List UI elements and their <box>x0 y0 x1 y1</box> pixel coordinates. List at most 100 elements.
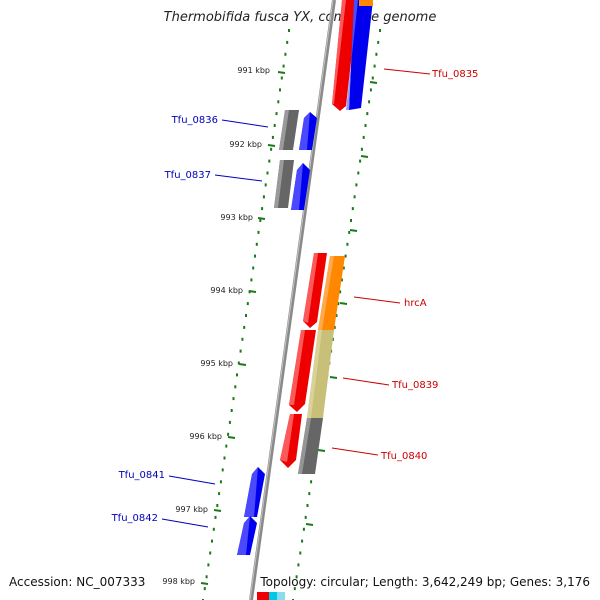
kbp-tick: 994 kbp <box>210 286 257 295</box>
tick-label-997: 997 kbp <box>175 505 208 514</box>
boundary-dot <box>214 515 217 519</box>
boundary-dot <box>304 515 307 519</box>
boundary-dot <box>339 290 342 294</box>
kbp-tick: 995 kbp <box>200 359 247 368</box>
label-tfu-0836[interactable]: Tfu_0836 <box>171 115 269 128</box>
boundary-dot <box>369 88 372 92</box>
boundary-dot <box>335 314 338 317</box>
gene-hrca[interactable] <box>303 253 345 330</box>
boundary-dot <box>212 527 215 531</box>
boundary-dot <box>268 159 271 163</box>
boundary-dot <box>280 76 283 80</box>
boundary-dot <box>255 242 258 246</box>
boundary-dot <box>302 527 305 531</box>
boundary-dot <box>373 64 376 68</box>
boundary-dot <box>245 314 247 317</box>
boundary-dot <box>262 195 265 199</box>
boundary-dot <box>297 563 300 567</box>
boundary-dot <box>230 409 233 412</box>
svg-text:Tfu_0835: Tfu_0835 <box>431 69 478 80</box>
boundary-dot <box>337 302 340 306</box>
boundary-dot <box>218 492 221 496</box>
gene-tfu-0839[interactable] <box>289 330 334 418</box>
boundary-dot <box>203 587 206 591</box>
label-tfu-0841[interactable]: Tfu_0841 <box>118 470 216 485</box>
boundary-dot <box>366 112 369 116</box>
kbp-tick: 996 kbp <box>189 432 236 441</box>
kbp-tick: 993 kbp <box>220 213 266 222</box>
boundary-dot <box>211 539 213 543</box>
boundary-dot <box>228 420 231 424</box>
tick-label-994: 994 kbp <box>210 286 243 295</box>
genome-backbone <box>249 0 336 600</box>
svg-text:Tfu_0839: Tfu_0839 <box>391 380 438 391</box>
gene-bottom-partial[interactable] <box>257 592 285 600</box>
accession-text: Accession: NC_007333 <box>9 575 146 589</box>
gene-tfu-0842[interactable] <box>237 516 257 555</box>
boundary-dot <box>350 219 352 222</box>
boundary-dot <box>295 575 298 579</box>
boundary-dot <box>259 219 262 222</box>
tick-label-995: 995 kbp <box>200 359 233 368</box>
boundary-dot <box>299 551 302 555</box>
boundary-dot <box>342 266 345 270</box>
boundary-dot <box>306 504 309 507</box>
right-minor-ticks <box>305 81 378 526</box>
gene-tfu-0835[interactable] <box>332 0 373 111</box>
boundary-dot <box>286 40 289 44</box>
boundary-dot <box>282 64 285 68</box>
boundary-dot <box>357 171 360 175</box>
boundary-dot <box>360 147 363 151</box>
boundary-dot <box>225 444 228 448</box>
kbp-tick: 992 kbp <box>229 140 276 149</box>
boundary-dot <box>236 373 238 377</box>
svg-text:hrcA: hrcA <box>404 298 427 309</box>
boundary-dot <box>340 278 343 282</box>
boundary-dot <box>277 100 280 104</box>
boundary-dot <box>250 278 253 282</box>
genome-summary-text: Topology: circular; Length: 3,642,249 bp… <box>260 575 590 589</box>
boundary-dot <box>237 361 240 365</box>
boundary-dot <box>246 302 249 306</box>
label-tfu-0839[interactable]: Tfu_0839 <box>342 377 438 391</box>
svg-text:Tfu_0836: Tfu_0836 <box>171 115 218 126</box>
boundary-dot <box>333 325 336 329</box>
boundary-dot <box>271 135 274 139</box>
boundary-dot <box>264 183 267 187</box>
boundary-dot <box>252 266 255 270</box>
boundary-dot <box>364 124 367 127</box>
boundary-dot <box>331 337 334 341</box>
boundary-dot <box>275 112 278 116</box>
tick-label-991: 991 kbp <box>237 66 270 75</box>
gene-tfu-0841[interactable] <box>244 467 265 517</box>
boundary-dot <box>216 504 219 507</box>
boundary-dot <box>353 195 356 199</box>
label-tfu-0835[interactable]: Tfu_0835 <box>383 68 478 80</box>
boundary-dot <box>346 242 349 246</box>
boundary-dot <box>209 551 212 555</box>
label-hrca[interactable]: hrcA <box>353 296 427 309</box>
boundary-dot <box>308 492 311 496</box>
label-tfu-0842[interactable]: Tfu_0842 <box>111 513 209 528</box>
boundary-dot <box>379 29 381 32</box>
gene-tfu-0837[interactable] <box>274 160 310 210</box>
gene-tfu-0840[interactable] <box>280 414 323 474</box>
boundary-dot <box>205 575 208 579</box>
tick-label-996: 996 kbp <box>189 432 222 441</box>
boundary-dot <box>254 254 256 258</box>
label-tfu-0837[interactable]: Tfu_0837 <box>164 170 263 182</box>
boundary-dot <box>377 40 380 44</box>
label-tfu-0840[interactable]: Tfu_0840 <box>331 447 427 462</box>
gene-tfu-0836[interactable] <box>279 110 317 150</box>
tick-label-993: 993 kbp <box>220 213 253 222</box>
boundary-dot <box>301 539 304 543</box>
genome-backbone-highlight <box>249 0 334 600</box>
svg-text:Tfu_0837: Tfu_0837 <box>164 170 211 181</box>
boundary-dot <box>348 230 351 234</box>
kbp-tick: 998 kbp <box>162 577 209 586</box>
boundary-dot <box>371 76 374 80</box>
svg-text:Tfu_0842: Tfu_0842 <box>111 513 158 524</box>
boundary-dot <box>344 254 347 258</box>
boundary-dot <box>288 29 290 32</box>
